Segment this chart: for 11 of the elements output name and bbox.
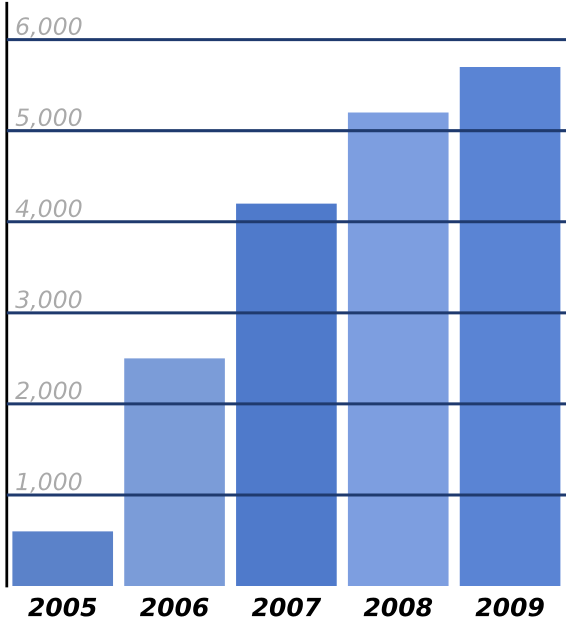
x-tick-label: 2005 [28, 598, 96, 617]
x-tick-label: 2008 [364, 598, 432, 617]
y-tick-label: 5,000 [16, 108, 82, 129]
x-tick-label: 2009 [475, 598, 544, 617]
y-tick-label: 2,000 [15, 381, 82, 402]
y-tick-label: 4,000 [16, 199, 82, 220]
y-tick-label: 1,000 [16, 472, 82, 493]
x-tick-label: 2007 [252, 598, 322, 617]
x-tick-label: 2006 [140, 598, 208, 617]
y-tick-label: 3,000 [15, 290, 82, 311]
y-tick-label: 6,000 [16, 17, 82, 38]
